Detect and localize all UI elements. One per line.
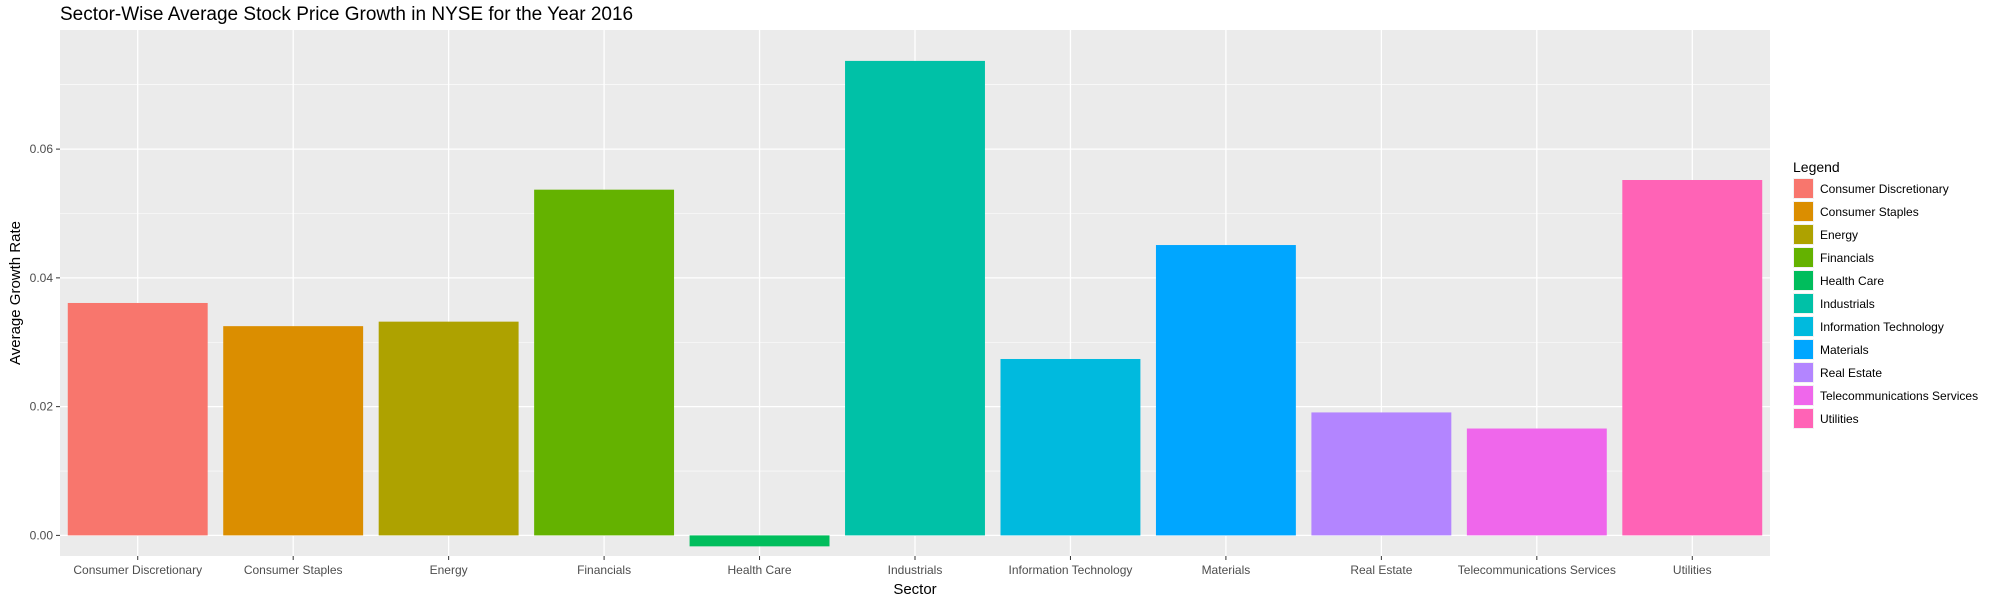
bar: [1155, 245, 1296, 536]
bar: [1000, 358, 1141, 536]
legend-swatch: [1794, 386, 1813, 405]
legend: Legend Consumer Discretionary Consumer St…: [1793, 159, 1978, 429]
x-tick-label: Consumer Staples: [244, 563, 343, 577]
legend-label: Financials: [1820, 251, 1874, 265]
bar: [1466, 428, 1607, 536]
x-tick-label: Health Care: [728, 563, 792, 577]
bars: [67, 60, 1763, 547]
x-axis: Consumer Discretionary Consumer Staples En…: [73, 556, 1712, 577]
x-tick-label: Energy: [430, 563, 468, 577]
bar: [689, 535, 830, 547]
legend-swatch: [1794, 248, 1813, 267]
legend-swatch: [1794, 340, 1813, 359]
x-tick-label: Telecommunications Services: [1458, 563, 1616, 577]
legend-swatch: [1794, 363, 1813, 382]
x-tick-label: Real Estate: [1350, 563, 1412, 577]
x-tick-label: Financials: [577, 563, 631, 577]
x-tick-label: Consumer Discretionary: [73, 563, 202, 577]
y-tick-label: 0.04: [30, 271, 54, 285]
legend-label: Materials: [1820, 343, 1869, 357]
x-tick-label: Utilities: [1673, 563, 1712, 577]
legend-swatch: [1794, 317, 1813, 336]
legend-swatch: [1794, 202, 1813, 221]
y-axis: 0.00 0.02 0.04 0.06: [30, 142, 60, 542]
y-axis-label: Average Growth Rate: [7, 221, 24, 365]
legend-label: Real Estate: [1820, 366, 1882, 380]
legend-swatch: [1794, 294, 1813, 313]
legend-label: Consumer Discretionary: [1820, 182, 1949, 196]
bar: [67, 302, 208, 536]
bar: [1622, 180, 1763, 536]
bar: [223, 326, 364, 536]
x-tick-label: Industrials: [888, 563, 943, 577]
y-tick-label: 0.06: [30, 142, 54, 156]
legend-label: Consumer Staples: [1820, 205, 1919, 219]
x-tick-label: Materials: [1202, 563, 1251, 577]
bar: [1311, 412, 1452, 536]
x-tick-label: Information Technology: [1009, 563, 1133, 577]
legend-label: Telecommunications Services: [1820, 389, 1978, 403]
y-tick-label: 0.02: [30, 400, 54, 414]
legend-label: Energy: [1820, 228, 1858, 242]
legend-swatch: [1794, 179, 1813, 198]
legend-swatch: [1794, 225, 1813, 244]
legend-label: Information Technology: [1820, 320, 1944, 334]
bar: [845, 60, 985, 536]
legend-label: Utilities: [1820, 412, 1859, 426]
legend-swatch: [1794, 271, 1813, 290]
bar: [534, 189, 675, 536]
y-tick-label: 0.00: [30, 528, 54, 542]
bar: [378, 321, 519, 536]
legend-swatch: [1794, 409, 1813, 428]
chart-title: Sector-Wise Average Stock Price Growth i…: [60, 4, 634, 25]
legend-label: Health Care: [1820, 274, 1884, 288]
legend-label: Industrials: [1820, 297, 1875, 311]
x-axis-label: Sector: [893, 581, 936, 598]
legend-title: Legend: [1793, 159, 1840, 175]
